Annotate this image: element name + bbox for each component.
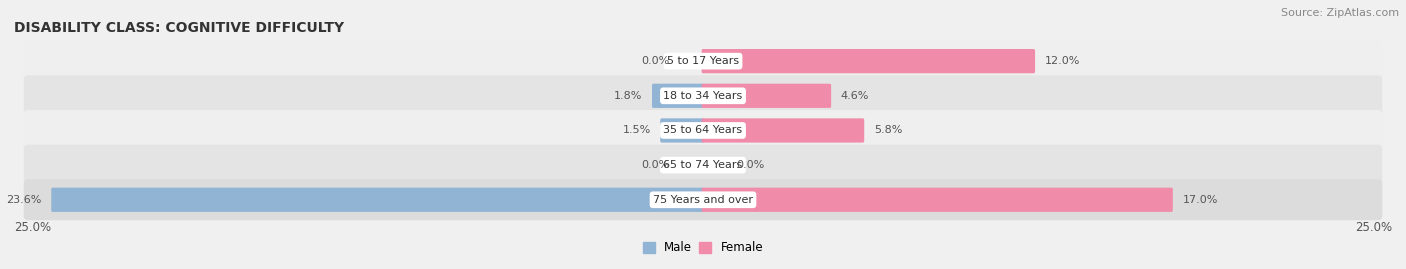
Text: 25.0%: 25.0% <box>14 221 51 233</box>
Text: 4.6%: 4.6% <box>841 91 869 101</box>
Text: 65 to 74 Years: 65 to 74 Years <box>664 160 742 170</box>
Text: 12.0%: 12.0% <box>1045 56 1080 66</box>
Text: 0.0%: 0.0% <box>641 160 669 170</box>
Text: 25.0%: 25.0% <box>1355 221 1392 233</box>
Text: 1.8%: 1.8% <box>614 91 643 101</box>
FancyBboxPatch shape <box>24 75 1382 116</box>
Legend: Male, Female: Male, Female <box>643 241 763 254</box>
FancyBboxPatch shape <box>661 118 704 143</box>
Text: 35 to 64 Years: 35 to 64 Years <box>664 125 742 136</box>
FancyBboxPatch shape <box>24 41 1382 82</box>
FancyBboxPatch shape <box>24 110 1382 151</box>
Text: 5.8%: 5.8% <box>875 125 903 136</box>
FancyBboxPatch shape <box>24 145 1382 186</box>
Text: 5 to 17 Years: 5 to 17 Years <box>666 56 740 66</box>
FancyBboxPatch shape <box>702 84 831 108</box>
Text: 18 to 34 Years: 18 to 34 Years <box>664 91 742 101</box>
Text: 0.0%: 0.0% <box>641 56 669 66</box>
FancyBboxPatch shape <box>652 84 704 108</box>
FancyBboxPatch shape <box>51 188 704 212</box>
Text: 17.0%: 17.0% <box>1182 195 1218 205</box>
Text: 1.5%: 1.5% <box>623 125 651 136</box>
Text: 75 Years and over: 75 Years and over <box>652 195 754 205</box>
FancyBboxPatch shape <box>24 179 1382 220</box>
FancyBboxPatch shape <box>702 188 1173 212</box>
Text: 23.6%: 23.6% <box>6 195 42 205</box>
Text: DISABILITY CLASS: COGNITIVE DIFFICULTY: DISABILITY CLASS: COGNITIVE DIFFICULTY <box>14 21 344 35</box>
FancyBboxPatch shape <box>702 118 865 143</box>
FancyBboxPatch shape <box>702 49 1035 73</box>
Text: 0.0%: 0.0% <box>737 160 765 170</box>
Text: Source: ZipAtlas.com: Source: ZipAtlas.com <box>1281 8 1399 18</box>
